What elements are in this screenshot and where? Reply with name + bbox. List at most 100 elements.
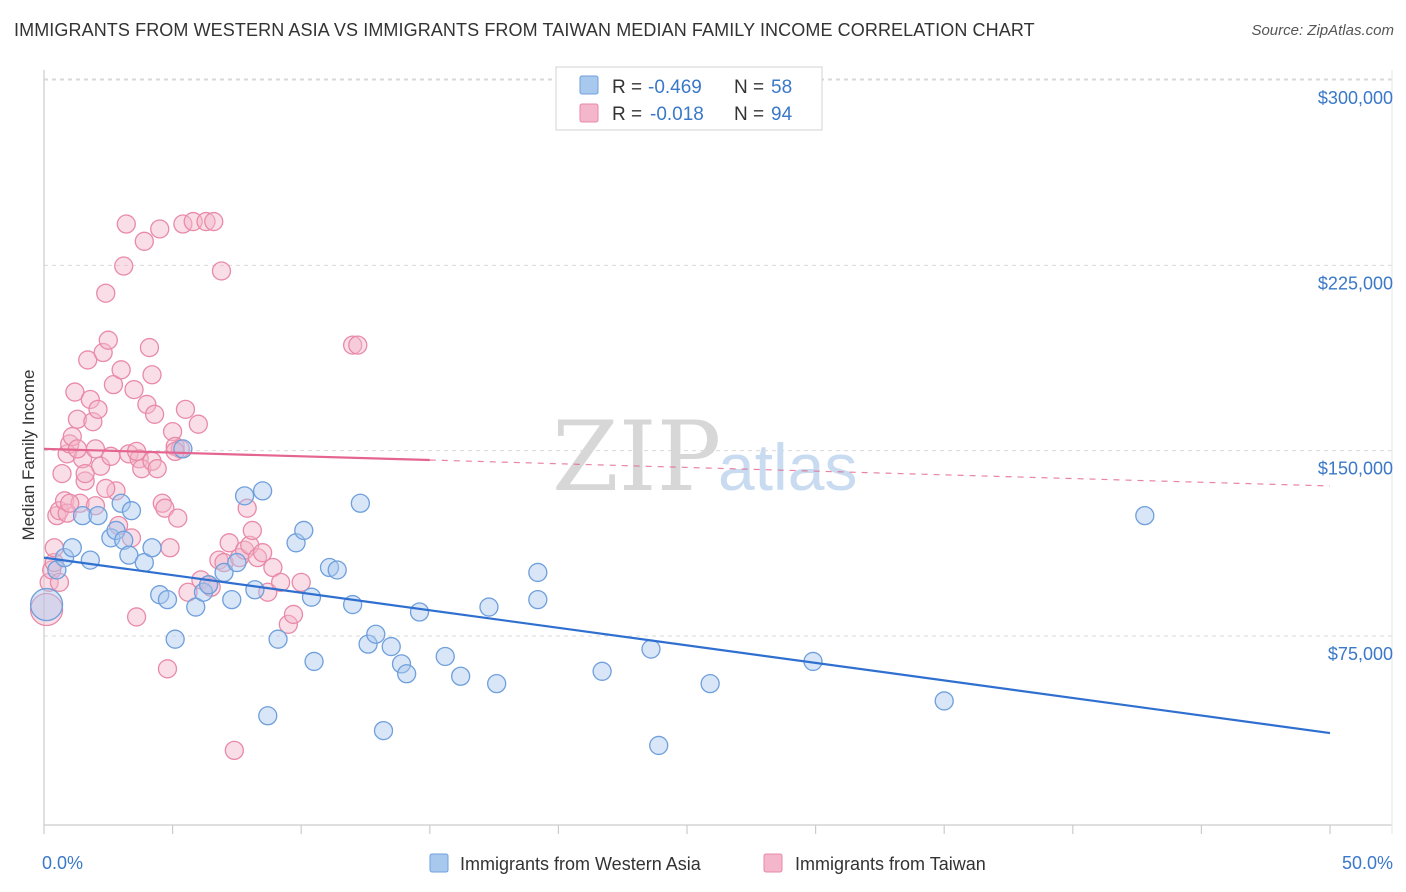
taiwan-point: [88, 399, 108, 420]
taiwan-point: [278, 614, 298, 634]
western-asia-point: [528, 589, 548, 610]
taiwan-point: [165, 436, 185, 457]
western-asia-point: [114, 530, 134, 550]
legend-n-value-2: 94: [771, 104, 793, 125]
western-asia-point: [72, 505, 93, 526]
taiwan-point: [162, 421, 183, 442]
western-asia-point: [119, 545, 139, 565]
taiwan-point: [263, 557, 283, 578]
taiwan-point: [242, 520, 262, 541]
western-asia-point: [165, 629, 185, 649]
taiwan-point: [75, 463, 95, 484]
western-asia-point: [294, 520, 314, 541]
western-asia-point: [222, 589, 242, 610]
x-axis-ticks: [43, 70, 1393, 834]
taiwan-point: [62, 426, 82, 447]
western-asia-point: [397, 664, 417, 684]
taiwan-point: [137, 394, 157, 415]
western-asia-point: [258, 706, 278, 726]
taiwan-point: [90, 456, 111, 476]
western-asia-point: [173, 439, 193, 459]
taiwan-point: [237, 498, 257, 518]
western-asia-point: [479, 597, 499, 617]
y-axis-label: Median Family Income: [19, 369, 38, 540]
western-asia-point: [641, 639, 661, 659]
taiwan-point: [54, 491, 75, 511]
bottom-legend-label-taiwan: Immigrants from Taiwan: [795, 854, 986, 874]
taiwan-point: [111, 360, 131, 380]
y-tick-label: $150,000: [1318, 459, 1393, 479]
western-asia-point: [121, 501, 142, 521]
western-asia-point: [366, 624, 386, 644]
legend-r-label-1: R =: [612, 77, 642, 98]
taiwan-point: [157, 659, 178, 679]
western-asia-point: [88, 505, 108, 526]
taiwan-point: [75, 471, 95, 491]
watermark-zip: ZIP: [552, 401, 721, 513]
legend-n-label-1: N =: [734, 77, 764, 98]
y-tick-label: $225,000: [1318, 273, 1393, 293]
western-asia-point: [700, 674, 720, 694]
western-asia-points: [29, 439, 1155, 756]
western-asia-point: [487, 674, 507, 694]
bottom-legend-swatch-taiwan: [763, 853, 783, 873]
western-asia-point: [111, 493, 131, 513]
legend-r-value-1: -0.469: [648, 77, 702, 98]
western-asia-point: [142, 538, 162, 558]
taiwan-point: [124, 379, 144, 400]
y-tick-label: $75,000: [1328, 644, 1393, 664]
western-asia-point: [391, 654, 412, 674]
western-asia-point: [301, 587, 322, 607]
taiwan-point: [116, 214, 136, 234]
taiwan-point: [188, 414, 208, 434]
western-asia-point: [319, 557, 340, 578]
taiwan-point: [342, 335, 363, 355]
taiwan-point: [126, 607, 147, 627]
trend-lines: [43, 447, 1331, 735]
western-asia-point: [381, 636, 401, 657]
taiwan-point: [93, 342, 113, 363]
western-asia-point: [592, 661, 612, 681]
taiwan-point: [252, 543, 273, 563]
taiwan-point: [49, 572, 70, 592]
x-tick-label-max: 50.0%: [1342, 853, 1393, 873]
taiwan-point: [270, 572, 291, 592]
legend-box: [555, 66, 823, 131]
taiwan-point: [211, 261, 232, 281]
western-asia-point: [358, 634, 378, 654]
western-asia-point: [435, 646, 455, 667]
western-asia-point: [80, 550, 100, 570]
legend-swatch-western-asia: [579, 75, 599, 95]
series-legend: Immigrants from Western Asia Immigrants …: [429, 853, 986, 874]
taiwan-point: [147, 459, 167, 479]
taiwan-points: [29, 211, 368, 761]
western-asia-trend-line: [43, 556, 1331, 735]
taiwan-point: [178, 582, 198, 602]
legend-n-label-2: N =: [734, 104, 764, 125]
western-asia-point: [528, 562, 548, 583]
taiwan-point: [52, 463, 72, 484]
taiwan-point: [103, 374, 124, 395]
western-asia-point: [304, 651, 324, 672]
taiwan-point: [348, 335, 368, 355]
western-asia-point: [29, 587, 64, 622]
western-asia-point: [62, 538, 82, 558]
taiwan-point: [283, 604, 304, 625]
taiwan-point: [70, 493, 90, 513]
taiwan-point: [142, 365, 162, 385]
taiwan-point: [139, 337, 160, 358]
taiwan-point: [98, 330, 118, 350]
western-asia-point: [252, 481, 273, 501]
western-asia-point: [409, 602, 430, 622]
taiwan-point: [67, 409, 88, 429]
taiwan-point: [29, 592, 64, 627]
western-asia-point: [373, 720, 394, 741]
taiwan-point: [96, 283, 116, 303]
taiwan-point: [224, 740, 244, 761]
taiwan-point: [49, 501, 70, 521]
legend-n-value-1: 58: [771, 77, 792, 98]
western-asia-point: [106, 520, 126, 541]
western-asia-point: [451, 666, 471, 686]
correlation-legend: R = -0.469 N = 58 R = -0.018 N = 94: [555, 66, 823, 131]
